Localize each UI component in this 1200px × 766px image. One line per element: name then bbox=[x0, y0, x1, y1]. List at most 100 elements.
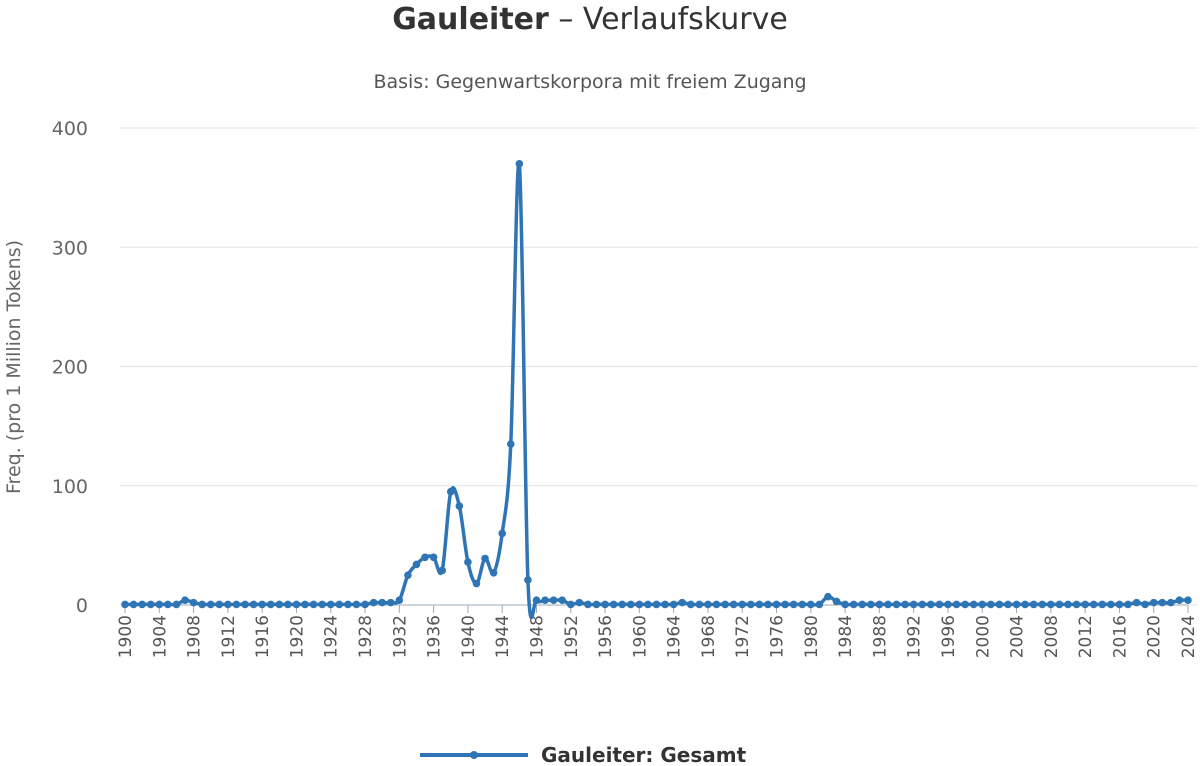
data-point[interactable] bbox=[1149, 598, 1158, 607]
data-point[interactable] bbox=[695, 600, 704, 609]
data-point[interactable] bbox=[601, 600, 609, 609]
data-point[interactable] bbox=[284, 600, 292, 609]
data-point[interactable] bbox=[1132, 598, 1141, 607]
data-point[interactable] bbox=[258, 600, 266, 609]
data-point[interactable] bbox=[729, 600, 738, 609]
data-point[interactable] bbox=[498, 529, 506, 538]
data-point[interactable] bbox=[721, 600, 729, 609]
data-point[interactable] bbox=[198, 600, 206, 609]
data-point[interactable] bbox=[224, 600, 232, 609]
data-point[interactable] bbox=[1184, 596, 1192, 605]
data-point[interactable] bbox=[1004, 600, 1012, 609]
data-point[interactable] bbox=[558, 596, 567, 605]
data-point[interactable] bbox=[146, 600, 155, 609]
data-point[interactable] bbox=[1089, 600, 1098, 609]
data-point[interactable] bbox=[669, 600, 678, 609]
data-point[interactable] bbox=[1055, 600, 1064, 609]
data-point[interactable] bbox=[1124, 600, 1132, 609]
data-point[interactable] bbox=[301, 600, 309, 609]
data-point[interactable] bbox=[1038, 600, 1047, 609]
data-point[interactable] bbox=[515, 159, 524, 168]
data-point[interactable] bbox=[686, 600, 695, 609]
data-point[interactable] bbox=[206, 600, 215, 609]
data-point[interactable] bbox=[738, 600, 747, 609]
data-point[interactable] bbox=[867, 600, 875, 609]
data-point[interactable] bbox=[455, 502, 464, 510]
data-point[interactable] bbox=[189, 598, 198, 607]
data-point[interactable] bbox=[644, 600, 652, 609]
data-point[interactable] bbox=[249, 600, 258, 609]
data-point[interactable] bbox=[472, 579, 481, 588]
data-point[interactable] bbox=[755, 600, 764, 609]
data-point[interactable] bbox=[524, 576, 532, 584]
data-point[interactable] bbox=[172, 600, 181, 609]
data-point[interactable] bbox=[618, 600, 627, 609]
data-point[interactable] bbox=[481, 554, 489, 563]
data-point[interactable] bbox=[369, 598, 378, 607]
data-point[interactable] bbox=[429, 553, 438, 562]
data-point[interactable] bbox=[661, 600, 669, 609]
data-point[interactable] bbox=[318, 600, 326, 609]
data-point[interactable] bbox=[841, 600, 849, 609]
data-point[interactable] bbox=[395, 596, 404, 605]
data-point[interactable] bbox=[772, 600, 781, 609]
data-point[interactable] bbox=[626, 600, 635, 609]
data-point[interactable] bbox=[1098, 600, 1107, 609]
data-point[interactable] bbox=[361, 600, 369, 609]
data-point[interactable] bbox=[215, 600, 224, 609]
data-point[interactable] bbox=[344, 600, 352, 609]
data-point[interactable] bbox=[909, 600, 918, 609]
data-point[interactable] bbox=[352, 600, 361, 609]
data-point[interactable] bbox=[918, 600, 927, 609]
data-point[interactable] bbox=[241, 600, 249, 609]
data-point[interactable] bbox=[875, 600, 884, 609]
data-point[interactable] bbox=[635, 600, 644, 609]
data-point[interactable] bbox=[1072, 600, 1081, 609]
data-point[interactable] bbox=[592, 600, 601, 609]
data-point[interactable] bbox=[927, 600, 935, 609]
data-point[interactable] bbox=[969, 600, 978, 609]
data-point[interactable] bbox=[746, 600, 755, 609]
data-point[interactable] bbox=[1107, 600, 1115, 609]
data-point[interactable] bbox=[944, 600, 952, 609]
data-point[interactable] bbox=[549, 596, 558, 605]
data-point[interactable] bbox=[1141, 600, 1149, 609]
data-point[interactable] bbox=[1029, 600, 1038, 609]
data-point[interactable] bbox=[464, 558, 472, 566]
data-point[interactable] bbox=[652, 600, 661, 609]
data-point[interactable] bbox=[1081, 600, 1089, 609]
data-point[interactable] bbox=[421, 553, 429, 562]
data-point[interactable] bbox=[412, 560, 421, 569]
data-point[interactable] bbox=[609, 600, 618, 609]
data-point[interactable] bbox=[824, 592, 832, 601]
data-point[interactable] bbox=[995, 600, 1004, 609]
data-point[interactable] bbox=[541, 596, 549, 605]
data-point[interactable] bbox=[335, 600, 344, 609]
data-point[interactable] bbox=[1115, 600, 1124, 609]
data-point[interactable] bbox=[798, 600, 807, 609]
data-point[interactable] bbox=[155, 600, 164, 609]
data-point[interactable] bbox=[121, 600, 129, 609]
data-point[interactable] bbox=[266, 600, 275, 609]
data-point[interactable] bbox=[892, 600, 901, 609]
data-point[interactable] bbox=[678, 598, 687, 607]
data-point[interactable] bbox=[566, 600, 575, 609]
data-point[interactable] bbox=[704, 600, 712, 609]
data-point[interactable] bbox=[232, 600, 241, 609]
data-point[interactable] bbox=[584, 600, 592, 609]
data-point[interactable] bbox=[1021, 600, 1029, 609]
data-point[interactable] bbox=[378, 598, 386, 607]
data-point[interactable] bbox=[1158, 598, 1167, 607]
data-point[interactable] bbox=[1012, 600, 1021, 609]
data-point[interactable] bbox=[764, 600, 772, 609]
data-point[interactable] bbox=[832, 597, 841, 606]
data-point[interactable] bbox=[815, 600, 824, 609]
data-point[interactable] bbox=[952, 600, 961, 609]
data-point[interactable] bbox=[438, 566, 446, 575]
data-point[interactable] bbox=[1175, 596, 1184, 605]
data-point[interactable] bbox=[292, 600, 301, 609]
data-point[interactable] bbox=[978, 600, 987, 609]
data-point[interactable] bbox=[446, 487, 455, 496]
data-point[interactable] bbox=[138, 600, 146, 609]
data-point[interactable] bbox=[935, 600, 944, 609]
